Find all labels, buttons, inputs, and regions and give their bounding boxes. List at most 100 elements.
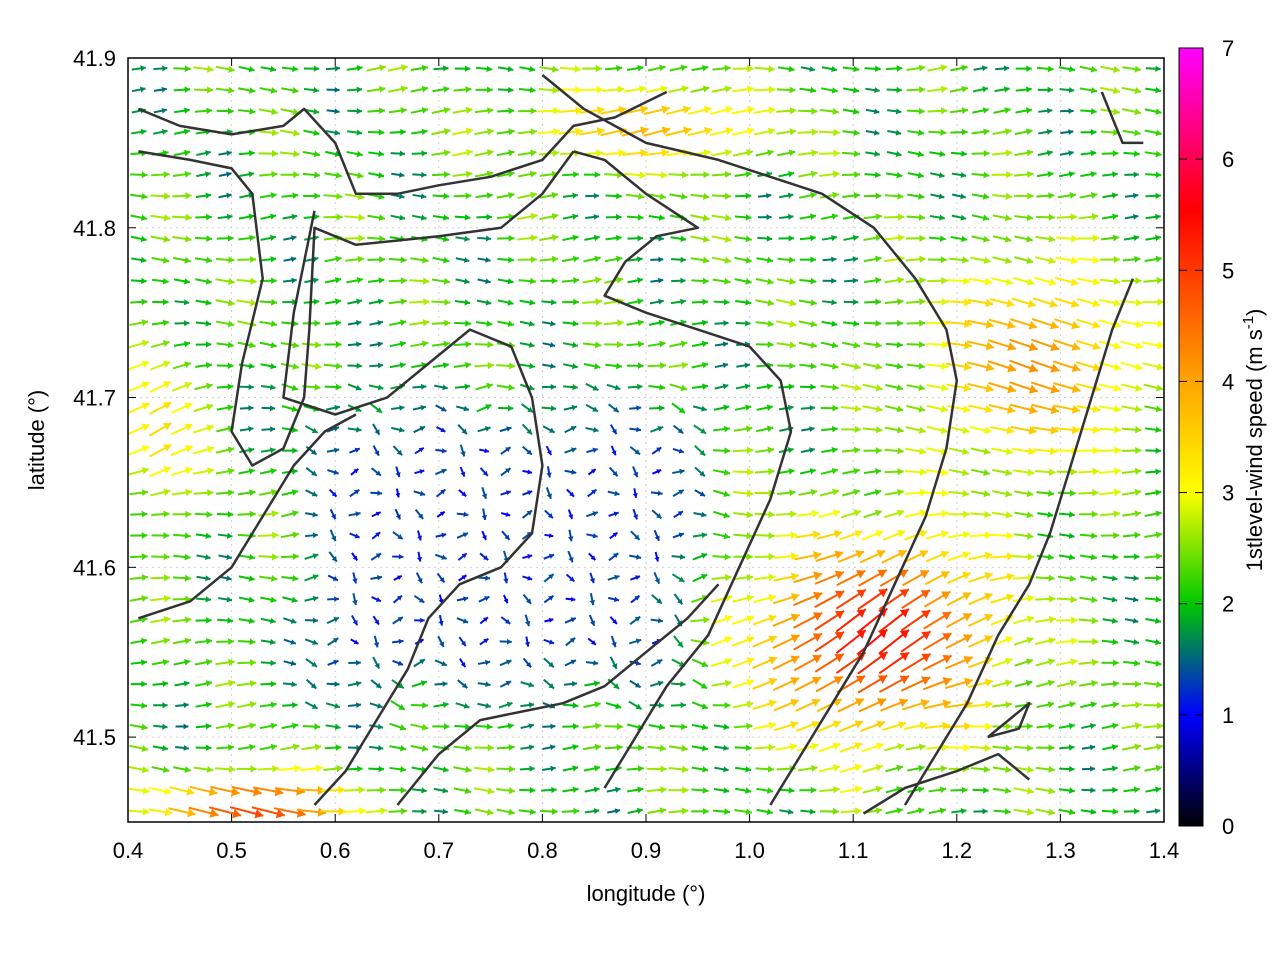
wind-vector [665, 105, 691, 116]
wind-vector [282, 447, 298, 454]
wind-vector [754, 65, 775, 73]
wind-vector [582, 64, 602, 73]
wind-vector [796, 720, 820, 732]
wind-vector [926, 383, 949, 392]
wind-vector [714, 766, 729, 773]
wind-vector [776, 298, 797, 307]
wind-vector [622, 148, 648, 158]
wind-vector [453, 744, 472, 752]
wind-vector [624, 171, 647, 179]
wind-vector [496, 128, 515, 136]
wind-vector [1099, 86, 1121, 95]
wind-vector [926, 340, 949, 349]
wind-vector [643, 105, 670, 116]
wind-vector [497, 65, 514, 73]
wind-vector [991, 277, 1014, 286]
wind-vector [172, 510, 192, 518]
wind-vector [169, 786, 195, 796]
wind-vector [644, 148, 670, 158]
colorbar-tick-label: 3 [1222, 481, 1234, 506]
wind-vector [971, 171, 990, 179]
wind-vector [346, 277, 363, 284]
wind-vector [561, 255, 580, 263]
wind-vector [218, 596, 233, 603]
wind-vector [672, 532, 685, 539]
wind-vector [951, 193, 966, 200]
wind-vector [1098, 319, 1122, 329]
wind-vector [517, 170, 537, 178]
wind-vector [753, 721, 777, 730]
wind-vector [539, 808, 558, 815]
wind-vector [1035, 808, 1056, 816]
wind-vector [610, 445, 617, 456]
wind-vector [130, 659, 147, 666]
wind-vector [628, 700, 643, 710]
wind-vector [150, 615, 171, 624]
wind-vector [1102, 171, 1118, 178]
wind-vector [1058, 65, 1076, 73]
wind-vector [1123, 234, 1140, 242]
wind-vector [732, 64, 754, 73]
wind-vector [842, 467, 860, 475]
wind-vector [607, 490, 620, 497]
wind-vector [885, 807, 903, 815]
wind-vector [281, 722, 299, 730]
wind-vector [773, 698, 800, 712]
wind-vector [541, 786, 557, 794]
wind-vector [775, 743, 798, 751]
wind-vector [563, 680, 578, 687]
wind-vector [304, 425, 319, 434]
wind-vector [502, 594, 509, 604]
wind-vector [195, 701, 212, 709]
wind-vector [820, 404, 839, 412]
wind-vector [369, 362, 384, 369]
wind-vector [841, 446, 861, 454]
wind-vector [392, 554, 404, 560]
wind-vector [1079, 596, 1098, 604]
wind-vector [946, 592, 972, 607]
wind-vector [1099, 510, 1121, 518]
wind-vector [347, 341, 362, 348]
wind-vector [414, 446, 425, 455]
wind-vector [650, 680, 664, 687]
wind-vector [1102, 596, 1118, 603]
wind-vector [1145, 234, 1162, 242]
wind-vector [973, 65, 988, 72]
wind-vector [481, 508, 488, 521]
wind-vector [173, 574, 191, 582]
wind-vector [714, 320, 729, 327]
wind-vector [1037, 86, 1053, 93]
wind-vector [477, 702, 492, 709]
wind-vector [733, 511, 754, 519]
wind-vector [414, 509, 424, 520]
wind-vector [1120, 320, 1143, 329]
wind-vector [457, 552, 468, 561]
wind-vector [368, 172, 385, 179]
wind-vector [562, 702, 579, 709]
wind-vector [605, 64, 623, 72]
wind-vector [605, 234, 622, 242]
wind-vector [669, 340, 688, 348]
wind-vector [215, 446, 235, 454]
wind-vector [149, 466, 172, 478]
wind-vector [646, 171, 668, 179]
wind-vector [1081, 744, 1096, 751]
wind-vector [151, 171, 170, 179]
wind-vector [990, 593, 1015, 604]
wind-vector [1036, 722, 1055, 730]
wind-vector [928, 256, 947, 264]
wind-vector [1101, 553, 1119, 561]
wind-vector [992, 256, 1013, 265]
wind-vector [431, 277, 451, 285]
wind-vector [626, 319, 644, 327]
wind-vector [522, 657, 532, 668]
wind-vector [1054, 297, 1080, 308]
wind-vector [474, 107, 494, 115]
wind-vector [259, 320, 278, 328]
wind-vector [713, 532, 731, 540]
wind-vector [129, 553, 148, 560]
wind-vector [627, 235, 643, 242]
wind-vector [564, 469, 577, 475]
wind-vector [735, 299, 752, 306]
